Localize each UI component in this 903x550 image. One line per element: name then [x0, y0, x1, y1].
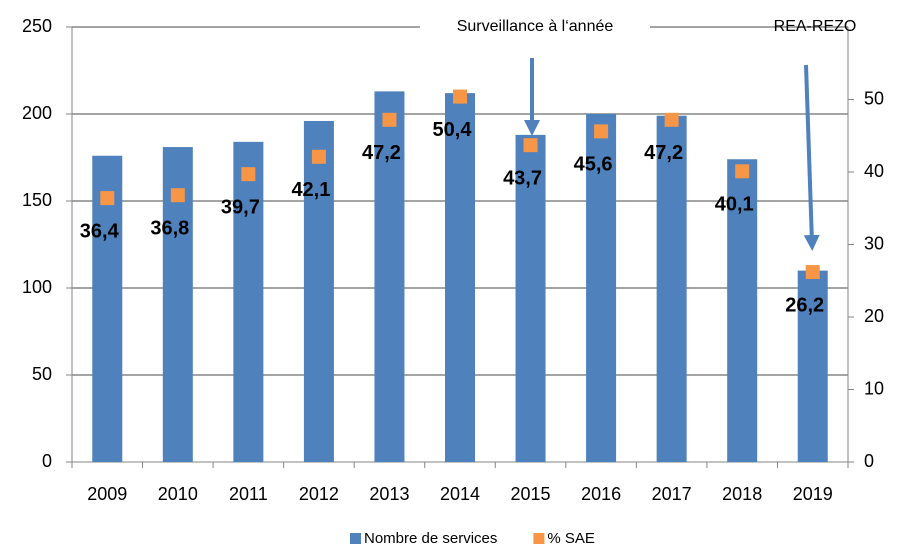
bar — [303, 120, 334, 463]
legend-swatch — [350, 533, 361, 544]
data-label: 50,4 — [433, 119, 473, 141]
bar — [92, 155, 123, 462]
arrow — [803, 64, 820, 251]
data-label: 45,6 — [574, 154, 613, 176]
point — [311, 149, 326, 164]
y2-tick-label: 10 — [864, 378, 884, 398]
data-label: 47,2 — [362, 142, 401, 164]
y2-tick-label: 40 — [864, 161, 884, 181]
point — [241, 167, 256, 182]
x-tick-label: 2019 — [793, 484, 833, 504]
data-label: 39,7 — [221, 196, 260, 218]
x-tick-label: 2010 — [158, 484, 198, 504]
y-tick-label: 150 — [22, 190, 52, 210]
bar — [656, 115, 687, 463]
legend-label: Nombre de services — [364, 530, 497, 547]
y2-tick-label: 0 — [864, 451, 874, 471]
y2-tick-label: 30 — [864, 233, 884, 253]
x-tick-label: 2017 — [652, 484, 692, 504]
x-tick-label: 2016 — [581, 484, 621, 504]
y-tick-label: 200 — [22, 103, 52, 123]
bar — [445, 93, 475, 463]
x-tick-label: 2015 — [511, 484, 551, 504]
x-tick-label: 2018 — [722, 484, 762, 504]
annotation: REA-REZO — [774, 18, 857, 35]
bar — [586, 114, 617, 462]
bar — [797, 270, 828, 462]
annotation-bg — [420, 12, 650, 42]
point — [805, 265, 820, 280]
y-tick-label: 0 — [42, 451, 52, 471]
point — [170, 188, 185, 203]
data-label: 36,8 — [150, 217, 189, 239]
data-label: 43,7 — [503, 167, 542, 189]
x-tick-label: 2013 — [369, 484, 409, 504]
legend-label: % SAE — [547, 530, 595, 547]
point — [100, 191, 115, 206]
point — [664, 112, 679, 127]
bar — [374, 91, 405, 462]
y-tick-label: 250 — [22, 16, 52, 36]
x-tick-label: 2009 — [87, 484, 127, 504]
y2-tick-label: 50 — [864, 88, 884, 108]
data-label: 26,2 — [785, 294, 824, 316]
data-label: 47,2 — [644, 142, 683, 164]
point — [523, 138, 538, 153]
point — [453, 89, 467, 104]
x-tick-label: 2012 — [299, 484, 339, 504]
point — [735, 164, 750, 179]
x-tick-label: 2011 — [229, 484, 268, 504]
y2-tick-label: 20 — [864, 306, 884, 326]
point — [594, 124, 609, 139]
annotation: Surveillance à l‘année — [457, 18, 614, 35]
data-label: 40,1 — [715, 194, 754, 216]
data-label: 42,1 — [291, 179, 330, 201]
bar — [515, 134, 546, 462]
x-tick-label: 2014 — [440, 484, 480, 504]
y-tick-label: 50 — [32, 364, 52, 384]
bar — [727, 159, 758, 463]
data-label: 36,4 — [80, 220, 120, 242]
y-tick-label: 100 — [22, 277, 52, 297]
bar — [233, 141, 264, 462]
point — [382, 112, 397, 127]
legend-swatch — [533, 533, 545, 544]
